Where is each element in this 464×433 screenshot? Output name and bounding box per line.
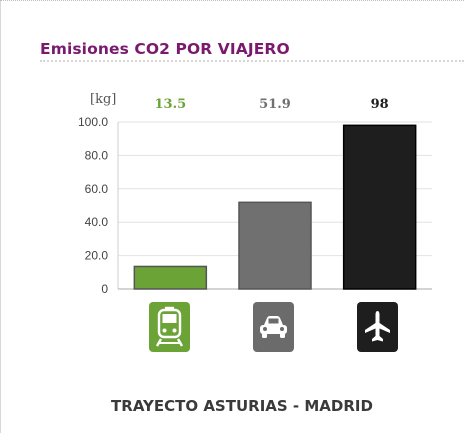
value-label: 13.5 [154,97,186,112]
y-tick-label: 0 [101,282,108,296]
y-tick-label: 40.0 [85,215,109,229]
bar-coche [238,201,312,290]
y-tick-label: 100.0 [78,115,108,129]
bar-tren [133,265,208,290]
top-divider [0,0,464,3]
chart-title: Emisiones CO2 POR VIAJERO [40,40,290,58]
train-icon [149,302,190,352]
value-label: 98 [371,97,389,112]
y-tick-label: 60.0 [85,182,109,196]
bar-chart: 0 20.0 40.0 60.0 80.0 100.0 13.5 51.9 98 [78,97,432,296]
bar-avión [342,124,417,290]
value-label: 51.9 [259,97,291,112]
route-caption: TRAYECTO ASTURIAS - MADRID [111,397,373,415]
y-tick-label: 80.0 [85,148,109,162]
y-unit-label: [kg] [90,92,117,107]
y-tick-label: 20.0 [85,249,109,263]
title-divider [40,60,464,62]
plane-icon [357,302,398,352]
car-icon [253,302,294,352]
